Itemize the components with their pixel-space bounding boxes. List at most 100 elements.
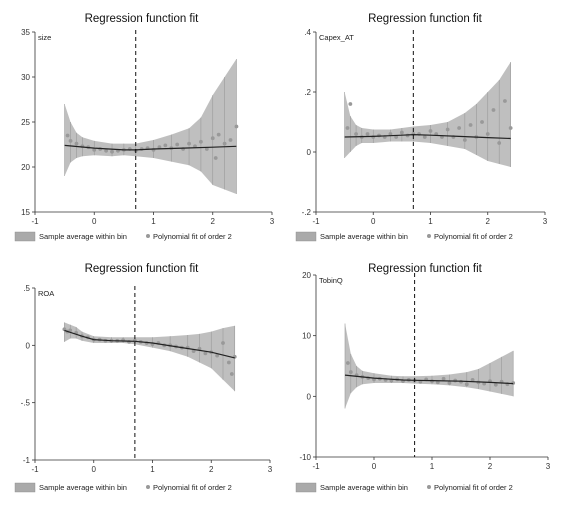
bin-average-point (491, 108, 496, 112)
x-tick-label: 0 (372, 462, 377, 471)
bin-average-point (399, 130, 404, 135)
legend-point-swatch (427, 485, 431, 489)
legend-label-fit: Polynomial fit of order 2 (434, 483, 513, 492)
chart-title: Regression function fit (368, 13, 483, 25)
y-tick-label: .2 (304, 88, 311, 97)
y-tick-label: -.2 (302, 208, 312, 217)
x-tick-label: -1 (31, 217, 39, 226)
bin-average-point (226, 360, 231, 365)
bin-average-point (204, 147, 209, 151)
y-variable-label: TobinQ (319, 276, 343, 285)
x-tick-label: 1 (151, 217, 156, 226)
legend-point-swatch (146, 234, 150, 238)
bin-average-point (388, 132, 393, 136)
bin-average-point (348, 102, 353, 106)
panel-tobinq: Regression function fit -1 0 1 2 3 -10 0 10 20 Tob… (283, 250, 567, 501)
bin-average-point (462, 138, 467, 142)
bin-average-point (464, 382, 469, 387)
y-tick-label: 0 (307, 392, 312, 401)
y-tick-label: 20 (302, 271, 311, 280)
bin-average-point (216, 132, 221, 137)
x-tick-label: 1 (150, 465, 155, 474)
bin-average-point (74, 141, 79, 146)
polynomial-fit-line (64, 329, 235, 359)
y-tick-label: 30 (21, 73, 30, 82)
chart-svg: Regression function fit-1 0 1 2 3-1001020Tob… (295, 263, 551, 493)
x-tick-label: 3 (546, 462, 551, 471)
bin-average-point (92, 148, 97, 152)
bin-average-point (468, 123, 473, 127)
bin-average-point (104, 148, 108, 153)
x-tick-label: 2 (488, 462, 493, 471)
x-tick-label: 3 (268, 465, 273, 474)
bin-average-point (445, 127, 450, 132)
polynomial-fit-line (344, 133, 511, 140)
panel-roa: Regression function fit -1 0 1 2 3 -1 -.5 0 .5 ROA… (0, 250, 283, 501)
y-tick-label: 10 (302, 332, 311, 341)
y-tick-label: .4 (304, 28, 311, 37)
y-tick-label: 0 (307, 148, 312, 157)
confidence-band (345, 323, 514, 409)
x-tick-label: -1 (31, 465, 39, 474)
bin-average-point (228, 138, 233, 142)
bin-average-point (199, 139, 203, 144)
bin-average-point (110, 149, 114, 154)
chart-title: Regression function fit (368, 263, 483, 275)
bin-average-point (210, 136, 215, 141)
bin-average-point (68, 328, 73, 333)
bin-average-point (508, 126, 513, 130)
y-variable-label: ROA (38, 289, 54, 298)
x-tick-label: 1 (430, 462, 435, 471)
bin-average-point (428, 129, 433, 133)
bin-average-point (222, 141, 227, 146)
bin-average-point (157, 145, 162, 150)
bin-average-point (213, 156, 218, 160)
bin-average-point (234, 124, 239, 129)
y-tick-label: 20 (21, 163, 30, 172)
bin-average-point (422, 135, 427, 139)
bin-average-point (229, 372, 234, 376)
x-tick-label: 3 (543, 217, 548, 226)
y-tick-label: 15 (21, 208, 30, 217)
confidence-band (344, 62, 511, 167)
y-tick-label: .5 (23, 284, 30, 293)
bin-average-point (187, 141, 191, 146)
bin-average-point (441, 376, 446, 381)
panel-size: Regression function fit -1 0 1 2 3 15 20 25 30 35 s… (0, 0, 283, 250)
bin-average-point (163, 143, 168, 148)
x-tick-label: 2 (211, 217, 216, 226)
chart-title: Regression function fit (85, 263, 200, 275)
x-tick-label: 3 (270, 217, 275, 226)
legend-label-fit: Polynomial fit of order 2 (153, 232, 232, 241)
legend-label-band: Sample average within bin (39, 483, 127, 492)
x-tick-label: 0 (92, 465, 97, 474)
bin-average-point (65, 133, 70, 138)
legend-label-band: Sample average within bin (320, 232, 408, 241)
x-tick-label: 0 (92, 217, 97, 226)
y-tick-label: -1 (23, 456, 31, 465)
legend-band-swatch (14, 482, 36, 493)
chart-svg: Regression function fit -1 0 1 2 3 15 20 25 30 35 s… (14, 13, 275, 242)
bin-average-point (215, 353, 220, 358)
bin-average-point (346, 361, 350, 365)
chart-svg: Regression function fit -1 0 1 2 3 -1 -.5 0 .5 ROA… (14, 263, 273, 493)
bin-average-point (480, 120, 484, 124)
x-tick-label: 0 (371, 217, 376, 226)
polynomial-fit-line (64, 144, 237, 151)
legend-band-swatch (14, 231, 36, 242)
bin-average-point (348, 370, 353, 374)
y-tick-label: 25 (21, 118, 30, 127)
bin-average-point (68, 139, 73, 143)
legend-label-fit: Polynomial fit of order 2 (153, 483, 232, 492)
bin-average-point (447, 381, 452, 385)
x-tick-label: -1 (312, 462, 320, 471)
bin-average-point (377, 133, 381, 138)
chart-svg: Regression function fit -1 0 1 2 3 -.2 0 .2 .4 Cap… (295, 13, 548, 242)
confidence-band (64, 322, 235, 392)
x-tick-label: 1 (428, 217, 433, 226)
bin-average-point (485, 132, 490, 136)
bin-average-point (503, 99, 507, 103)
bin-average-point (365, 132, 370, 136)
x-tick-label: -1 (312, 217, 320, 226)
legend-label-band: Sample average within bin (39, 232, 127, 241)
